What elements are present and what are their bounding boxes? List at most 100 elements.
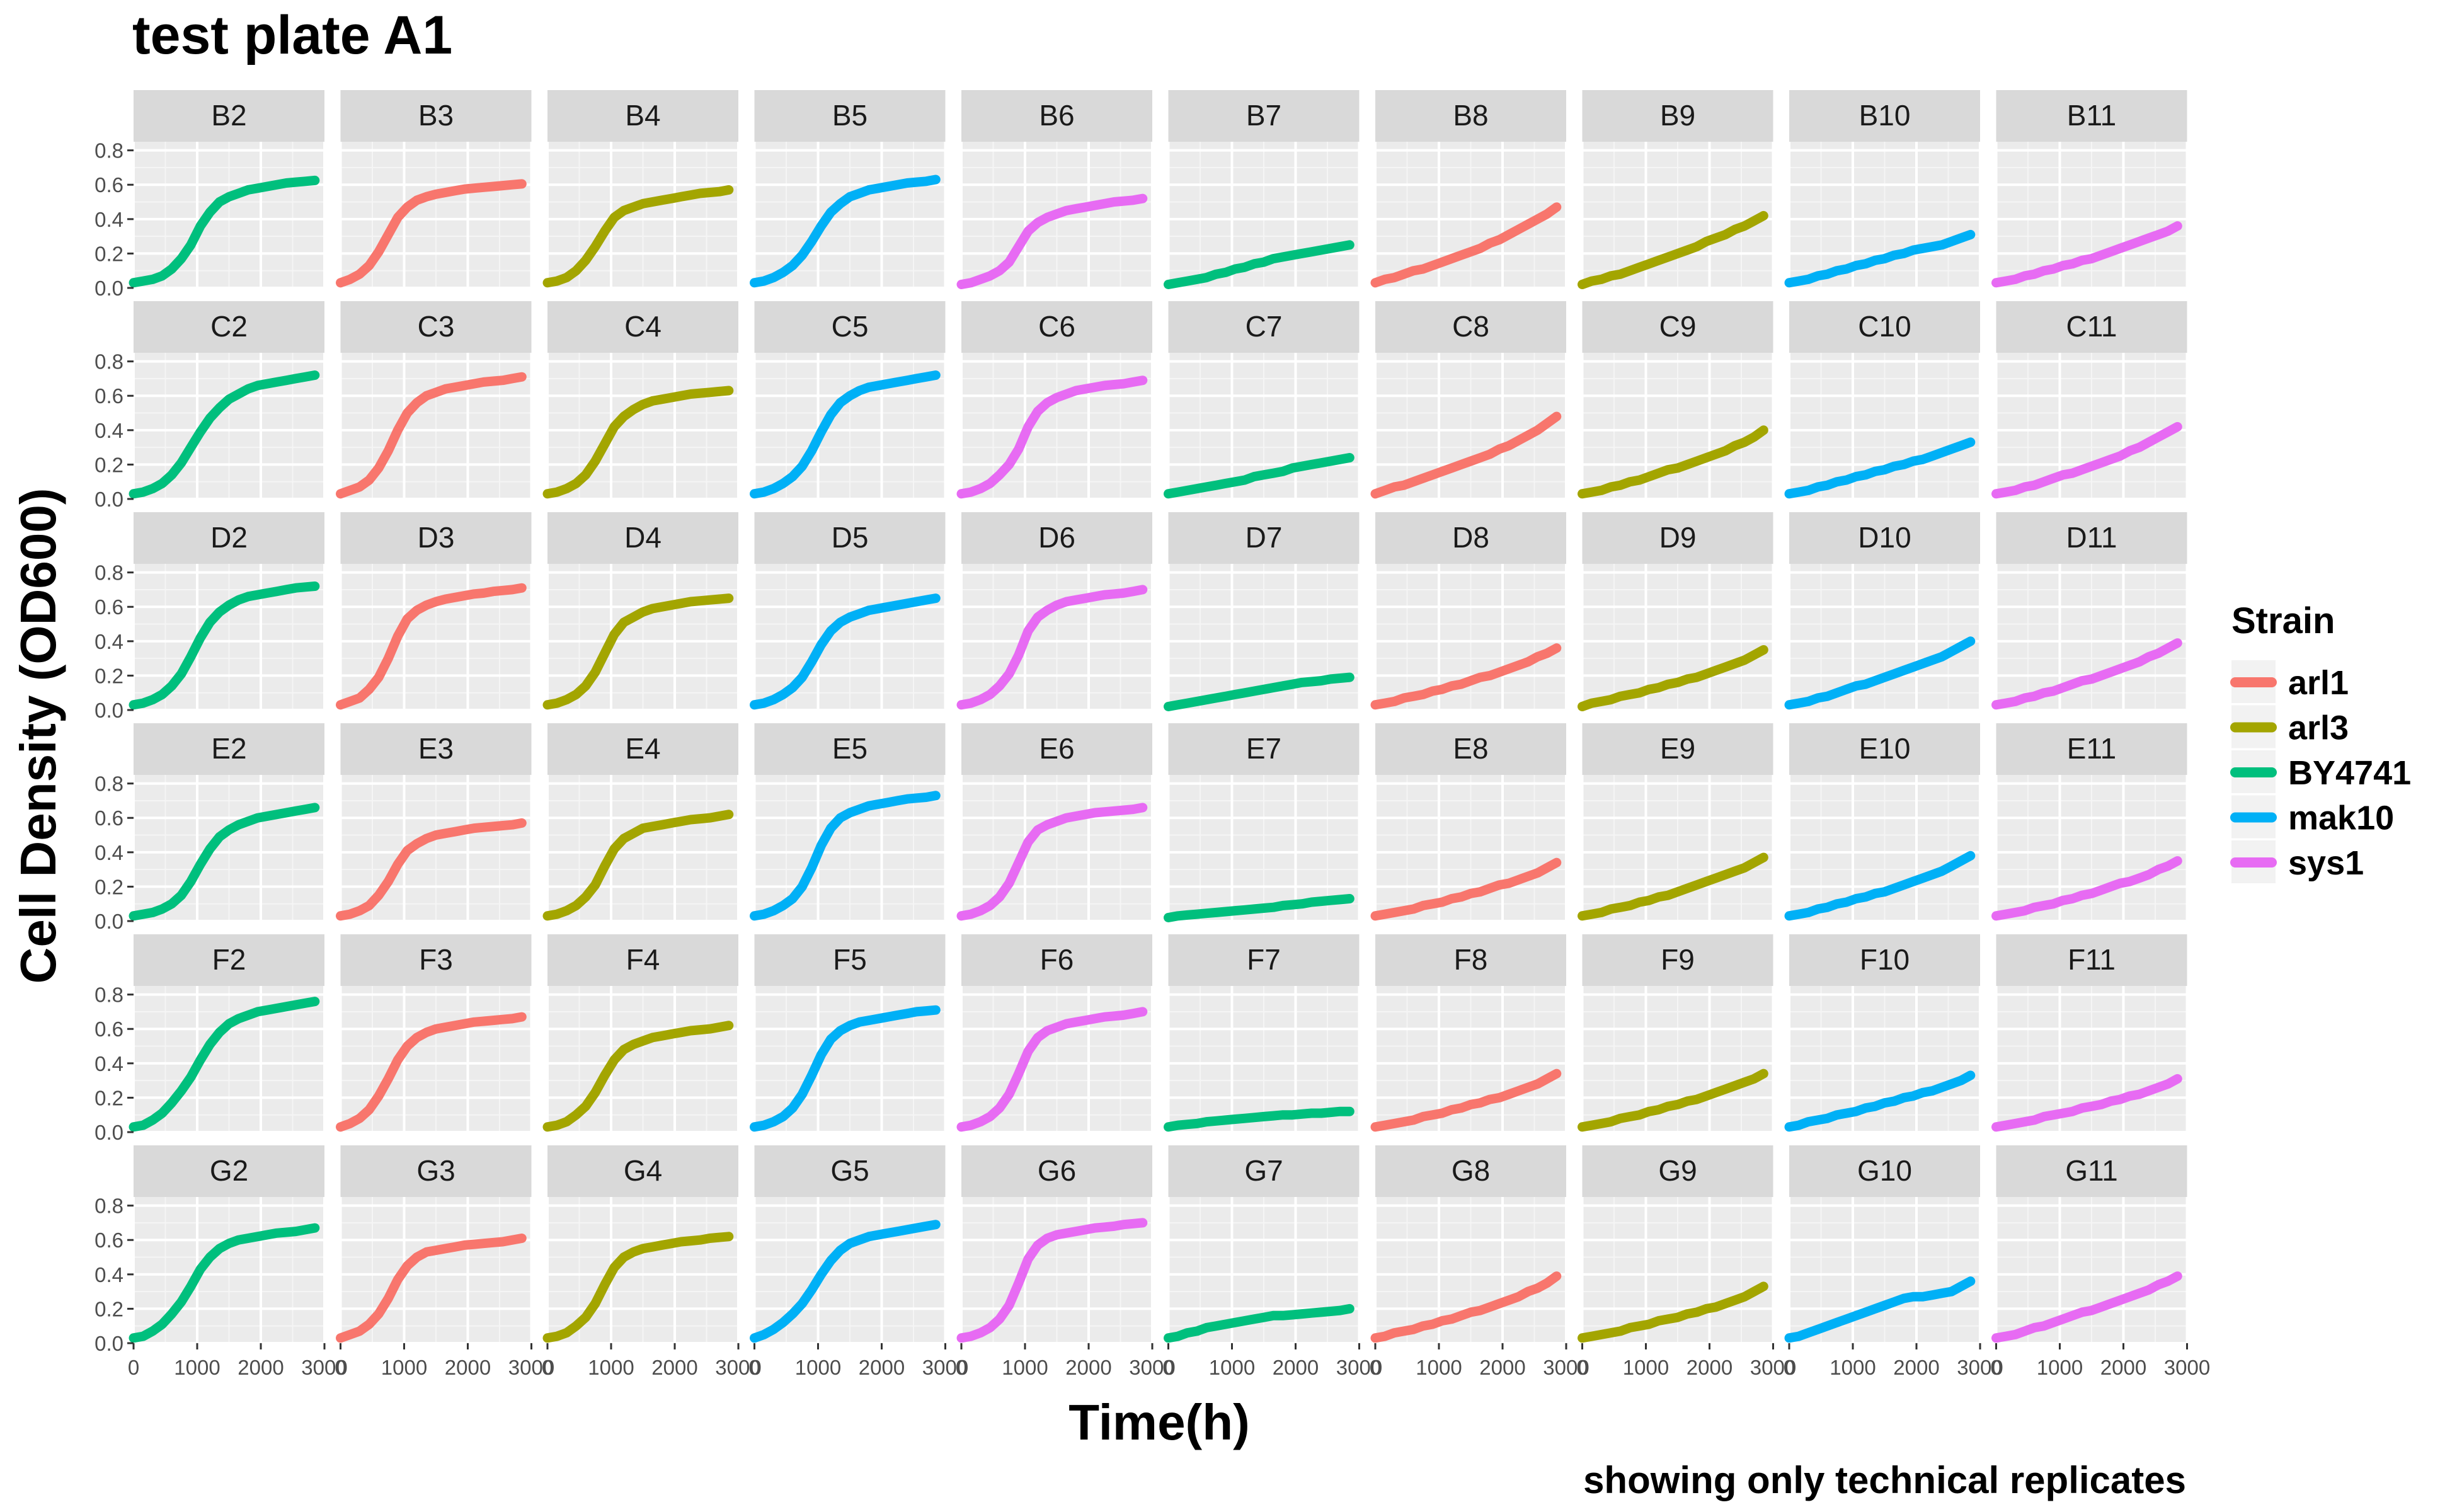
x-tick-label: 1000	[795, 1356, 841, 1379]
facet-strip	[1789, 512, 1980, 564]
y-tick-label: 0.4	[94, 208, 123, 231]
facet-panel: B11	[1991, 90, 2189, 289]
x-tick-label: 3000	[2164, 1356, 2210, 1379]
facet-strip	[1168, 301, 1360, 353]
facet-strip	[1789, 301, 1980, 353]
y-tick-label: 0.8	[94, 561, 123, 585]
series-line-F2	[129, 997, 320, 1132]
facet-strip-label: D7	[1246, 521, 1283, 554]
series-line-F9	[1578, 1068, 1768, 1132]
facet-panel: D2 0.0 0.2 0.4 0.6 0.8	[94, 512, 326, 722]
facet-panel: E5	[750, 723, 947, 922]
series-line-F3	[336, 1012, 527, 1132]
y-tick-label: 0.0	[94, 699, 123, 722]
x-tick-label: 0	[128, 1356, 139, 1379]
y-tick-label: 0.2	[94, 875, 123, 898]
series-line-C4	[542, 386, 734, 499]
facet-panel: B4	[542, 90, 740, 289]
series-line-B6	[956, 193, 1148, 289]
facet-panel: E6	[956, 723, 1154, 922]
facet-panel: G3 0 1000 2000 3000	[335, 1145, 554, 1379]
series-line-G11	[1991, 1271, 2182, 1343]
facet-strip	[961, 723, 1152, 775]
facet-strip-label: G4	[624, 1154, 662, 1187]
y-tick-label: 0.6	[94, 595, 123, 619]
series-line-E2	[129, 803, 320, 921]
facet-panel: D5	[750, 512, 947, 711]
x-tick-label: 0	[1370, 1356, 1381, 1379]
y-tick-label: 0.2	[94, 453, 123, 476]
facet-strip-label: E4	[625, 732, 660, 765]
series-line-G7	[1164, 1303, 1354, 1343]
facet-panel: B2 0.0 0.2 0.4 0.6 0.8	[94, 90, 326, 300]
facet-strip-label: B3	[418, 99, 454, 132]
facet-strip-label: B10	[1859, 99, 1911, 132]
x-tick-label: 1000	[1002, 1356, 1048, 1379]
facet-strip	[754, 512, 946, 564]
facet-strip-label: E3	[418, 732, 454, 765]
y-tick-label: 0.4	[94, 1263, 123, 1286]
facet-strip-label: D8	[1452, 521, 1489, 554]
x-tick-label: 0	[748, 1356, 760, 1379]
facet-strip	[1582, 90, 1773, 142]
series-line-F8	[1370, 1068, 1562, 1132]
x-tick-label: 2000	[238, 1356, 284, 1379]
series-line-G6	[956, 1218, 1148, 1343]
facet-strip	[1789, 1145, 1980, 1197]
series-line-G10	[1784, 1276, 1976, 1343]
facet-panel: F9	[1578, 934, 1775, 1133]
facet-strip	[1996, 512, 2187, 564]
facet-strip-label: E10	[1859, 732, 1911, 765]
x-tick-label: 3000	[301, 1356, 347, 1379]
series-line-C7	[1164, 453, 1354, 499]
facet-strip	[1168, 723, 1360, 775]
facet-panel: F10	[1784, 934, 1981, 1133]
facet-strip	[1168, 90, 1360, 142]
x-tick-label: 0	[1990, 1356, 2002, 1379]
y-tick-label: 0.8	[94, 983, 123, 1007]
series-line-D11	[1991, 638, 2182, 710]
facet-panel: E9	[1578, 723, 1775, 922]
facet-panel: F7	[1164, 934, 1361, 1133]
facet-strip-label: F6	[1040, 943, 1074, 976]
x-tick-label: 3000	[1750, 1356, 1796, 1379]
facet-panel: D11	[1991, 512, 2189, 711]
series-line-E11	[1991, 856, 2182, 921]
facet-strip-label: D4	[624, 521, 662, 554]
facet-strip	[340, 301, 532, 353]
facet-strip	[134, 934, 324, 986]
y-tick-label: 0.0	[94, 910, 123, 933]
series-line-D9	[1578, 645, 1768, 711]
facet-panel: G2 0.0 0.2 0.4 0.6 0.8 0 1000 2000 3000	[94, 1145, 348, 1379]
facet-strip	[754, 723, 946, 775]
facet-strip	[134, 1145, 324, 1197]
facet-strip	[134, 512, 324, 564]
series-line-B7	[1164, 240, 1354, 289]
facet-panel: E4	[542, 723, 740, 922]
y-tick-label: 0.4	[94, 419, 123, 442]
facet-panel: D3	[336, 512, 533, 711]
facet-strip	[754, 90, 946, 142]
series-line-F6	[956, 1007, 1148, 1132]
series-line-G5	[750, 1220, 941, 1343]
series-line-F5	[750, 1005, 941, 1132]
legend-label: BY4741	[2288, 754, 2411, 792]
series-line-E10	[1784, 850, 1976, 921]
y-tick-label: 0.0	[94, 1332, 123, 1355]
facet-strip	[340, 934, 532, 986]
facet-strip-label: G7	[1244, 1154, 1283, 1187]
facet-strip-label: C7	[1246, 310, 1283, 343]
facet-strip-label: F10	[1860, 943, 1910, 976]
facet-strip-label: C4	[624, 310, 662, 343]
legend-entry: sys1	[2230, 840, 2364, 883]
facet-strip-label: B9	[1660, 99, 1695, 132]
series-line-B9	[1578, 210, 1768, 289]
facet-strip-label: D11	[2066, 521, 2117, 554]
series-line-B8	[1370, 202, 1562, 288]
x-tick-label: 3000	[715, 1356, 761, 1379]
facet-strip-label: C10	[1858, 310, 1911, 343]
y-tick-label: 0.4	[94, 630, 123, 653]
facet-strip-label: G8	[1452, 1154, 1490, 1187]
x-tick-label: 2000	[445, 1356, 491, 1379]
series-line-E7	[1164, 894, 1354, 922]
